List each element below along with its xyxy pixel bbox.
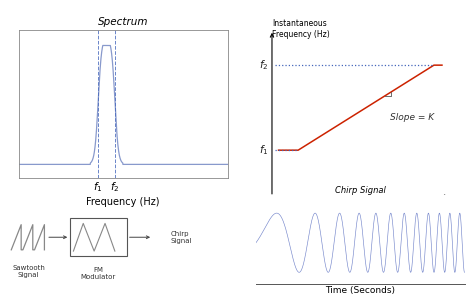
FancyBboxPatch shape (70, 218, 127, 256)
Title: Spectrum: Spectrum (98, 17, 148, 28)
Text: Instantaneous: Instantaneous (272, 19, 327, 28)
X-axis label: Time (Seconds): Time (Seconds) (325, 210, 395, 218)
Text: Frequency (Hz): Frequency (Hz) (272, 30, 330, 39)
X-axis label: Time (Seconds): Time (Seconds) (325, 286, 395, 295)
Text: Chirp
Signal: Chirp Signal (171, 231, 192, 244)
Text: Sawtooth
Signal: Sawtooth Signal (12, 265, 45, 278)
Text: Slope = K: Slope = K (390, 113, 434, 123)
Text: FM
Modulator: FM Modulator (81, 268, 116, 280)
Text: $f_2$: $f_2$ (259, 58, 269, 72)
Text: $f_1$: $f_1$ (259, 143, 269, 157)
Title: Chirp Signal: Chirp Signal (335, 186, 386, 194)
X-axis label: Frequency (Hz): Frequency (Hz) (86, 197, 160, 207)
